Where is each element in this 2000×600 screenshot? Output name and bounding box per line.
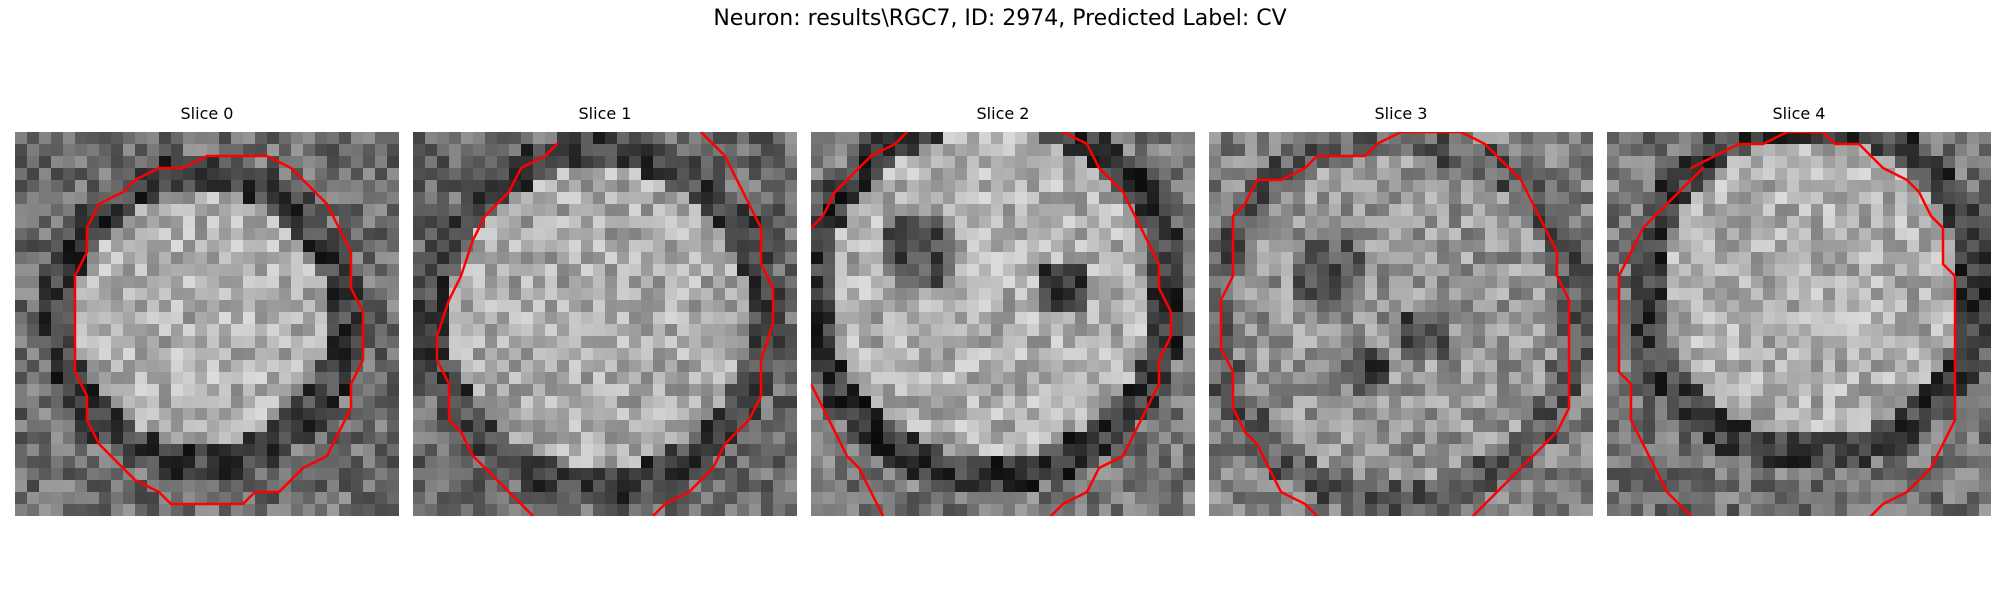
contour-line (1219, 142, 1379, 516)
segmentation-contour (811, 132, 1173, 516)
contour-line (1617, 166, 1705, 516)
slice-panel-3: Slice 3 (1209, 104, 1593, 516)
figure-title: Neuron: results\RGC7, ID: 2974, Predicte… (713, 6, 1287, 31)
contour-line (811, 382, 885, 516)
contour-line (73, 154, 365, 506)
slice-title: Slice 3 (1374, 104, 1428, 123)
slice-image (811, 132, 1195, 516)
slice-title: Slice 4 (1772, 104, 1826, 123)
contour-line (435, 142, 559, 516)
slice-title: Slice 1 (578, 104, 632, 123)
slice-panel-0: Slice 0 (15, 104, 399, 516)
segmentation-contour (73, 154, 365, 506)
segmentation-contour (435, 132, 775, 516)
slice-image (413, 132, 797, 516)
slice-image (1607, 132, 1991, 516)
slice-title: Slice 2 (976, 104, 1030, 123)
slice-panel-4: Slice 4 (1607, 104, 1991, 516)
slice-panel-2: Slice 2 (811, 104, 1195, 516)
contour-line (811, 132, 909, 230)
contour-line (1689, 132, 1957, 516)
slice-title: Slice 0 (180, 104, 234, 123)
segmentation-contour (1617, 132, 1957, 516)
slice-panel-1: Slice 1 (413, 104, 797, 516)
contour-line (1375, 132, 1571, 516)
contour-line (651, 132, 775, 516)
contour-line (1049, 132, 1173, 516)
slice-image (15, 132, 399, 516)
segmentation-contour (1219, 132, 1571, 516)
